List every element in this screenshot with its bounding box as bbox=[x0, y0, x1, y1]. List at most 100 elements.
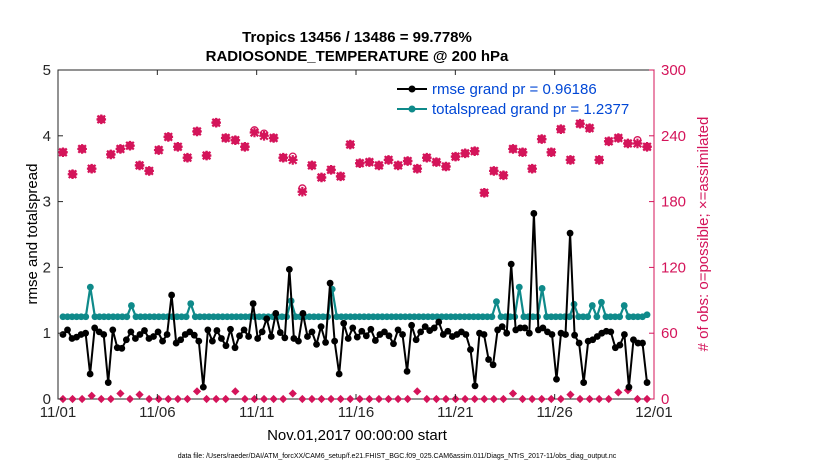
rmse-point bbox=[322, 339, 329, 346]
rmse-point bbox=[104, 379, 112, 386]
spread-point bbox=[643, 311, 651, 319]
rmse-point bbox=[154, 328, 162, 336]
rmse-point bbox=[340, 319, 348, 327]
obs-low-point bbox=[116, 389, 125, 398]
obs-low-point bbox=[384, 394, 393, 404]
spread-point bbox=[182, 313, 190, 321]
obs-assimilated-point bbox=[642, 141, 652, 152]
rmse-point bbox=[417, 328, 425, 336]
obs-low-point bbox=[365, 394, 374, 404]
rmse-point bbox=[480, 331, 488, 338]
spread-point bbox=[584, 313, 592, 321]
rmse-point bbox=[304, 333, 311, 340]
rmse-point bbox=[371, 337, 379, 344]
rmse-point bbox=[571, 331, 579, 339]
rmse-point bbox=[118, 344, 126, 352]
obs-assimilated-point bbox=[469, 146, 480, 156]
y-right-tick-label: 240 bbox=[661, 128, 686, 145]
rmse-point bbox=[195, 337, 203, 345]
x-tick-label: 12/01 bbox=[635, 404, 673, 421]
rmse-point bbox=[489, 361, 497, 369]
rmse-point bbox=[231, 344, 239, 352]
obs-assimilated-point bbox=[556, 124, 566, 135]
obs-assimilated-point bbox=[441, 161, 451, 172]
obs-assimilated-point bbox=[546, 147, 557, 158]
spread-point bbox=[588, 302, 596, 309]
rmse-point bbox=[82, 329, 90, 337]
rmse-point bbox=[308, 328, 316, 336]
obs-assimilated-point bbox=[326, 164, 336, 175]
rmse-point bbox=[399, 331, 406, 338]
obs-assimilated-point bbox=[211, 117, 221, 128]
rmse-point bbox=[299, 310, 307, 317]
obs-low-point bbox=[154, 394, 163, 404]
spread-point bbox=[187, 300, 195, 307]
obs-low-point bbox=[499, 394, 508, 404]
obs-low-point bbox=[288, 389, 297, 398]
rmse-point bbox=[313, 340, 320, 348]
obs-low-point bbox=[87, 391, 96, 400]
rmse-point bbox=[276, 329, 284, 336]
y-axis-left-label: rmse and totalspread bbox=[24, 164, 41, 305]
y-right-tick-label: 0 bbox=[661, 391, 669, 408]
rmse-point bbox=[539, 324, 547, 332]
obs-assimilated-point bbox=[307, 160, 317, 171]
rmse-point bbox=[240, 326, 248, 334]
y-left-tick-label: 0 bbox=[43, 391, 51, 408]
rmse-point bbox=[199, 383, 207, 391]
obs-assimilated-point bbox=[249, 127, 260, 138]
obs-low-point bbox=[403, 394, 412, 404]
y-left-tick-label: 5 bbox=[43, 62, 51, 79]
obs-low-point bbox=[279, 394, 288, 404]
rmse-point bbox=[430, 324, 438, 332]
obs-assimilated-point bbox=[58, 147, 68, 158]
obs-low-point bbox=[307, 394, 317, 404]
rmse-point bbox=[227, 325, 234, 333]
obs-assimilated-point bbox=[479, 188, 490, 198]
obs-assimilated-point bbox=[402, 156, 413, 166]
obs-assimilated-point bbox=[460, 148, 470, 159]
obs-assimilated-point bbox=[192, 126, 202, 137]
obs-assimilated-point bbox=[536, 134, 547, 144]
rmse-point bbox=[548, 331, 556, 338]
rmse-point bbox=[485, 356, 492, 363]
series-layer bbox=[58, 114, 652, 404]
rmse-point bbox=[367, 325, 375, 333]
data-file-footer: data file: /Users/raeder/DAI/ATM_forcXX/… bbox=[178, 453, 617, 460]
obs-low-point bbox=[135, 390, 144, 399]
obs-assimilated-point bbox=[86, 163, 97, 174]
x-tick-label: 11/26 bbox=[536, 404, 572, 421]
obs-low-point bbox=[413, 387, 422, 396]
spread-point bbox=[566, 313, 573, 321]
x-tick-label: 11/01 bbox=[40, 404, 76, 421]
rmse-point bbox=[141, 327, 148, 334]
rmse-point bbox=[100, 331, 108, 338]
legend-rmse-marker bbox=[408, 85, 416, 93]
rmse-point bbox=[471, 382, 479, 390]
rmse-point bbox=[390, 340, 397, 348]
spread-point bbox=[488, 313, 496, 321]
legend: rmse grand pr = 0.96186 totalspread gran… bbox=[391, 78, 653, 118]
x-tick-label: 11/16 bbox=[338, 404, 374, 421]
chart-title-line2: RADIOSONDE_TEMPERATURE @ 200 hPa bbox=[206, 48, 509, 65]
obs-assimilated-point bbox=[632, 138, 643, 149]
obs-low-point bbox=[78, 394, 87, 404]
obs-low-point bbox=[125, 394, 135, 404]
obs-assimilated-point bbox=[489, 166, 499, 176]
rmse-point bbox=[412, 336, 420, 344]
obs-low-point bbox=[231, 387, 240, 396]
obs-low-point bbox=[461, 394, 470, 404]
obs-assimilated-point bbox=[106, 149, 116, 160]
obs-assimilated-point bbox=[182, 152, 193, 163]
rmse-point bbox=[91, 324, 99, 332]
obs-assimilated-point bbox=[354, 158, 365, 169]
obs-low-point bbox=[537, 394, 546, 404]
rmse-point bbox=[190, 331, 198, 339]
rmse-point bbox=[127, 328, 135, 336]
obs-low-point bbox=[547, 394, 556, 404]
obs-low-point bbox=[422, 394, 431, 404]
series-spread bbox=[59, 283, 651, 321]
obs-low-point bbox=[336, 394, 345, 404]
rmse-point bbox=[150, 333, 157, 340]
